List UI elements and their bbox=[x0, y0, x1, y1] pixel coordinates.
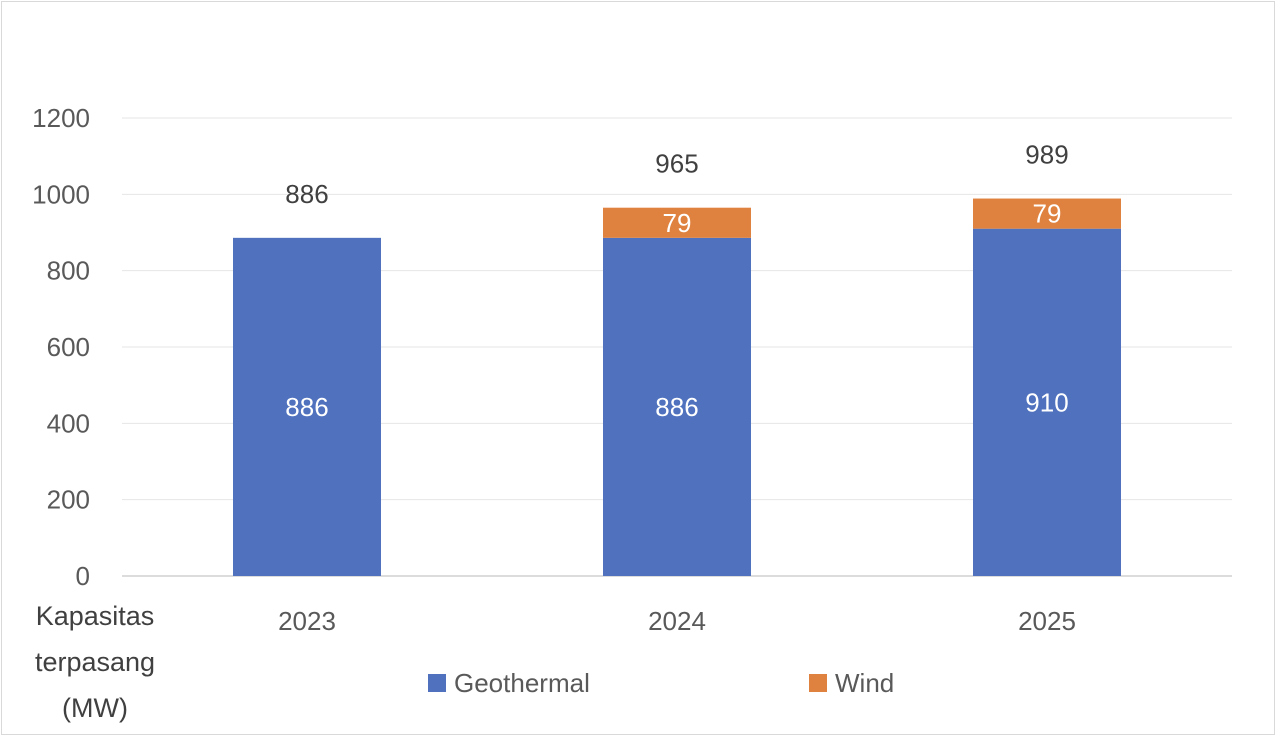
y-tick-label: 600 bbox=[47, 332, 90, 362]
y-axis-title-line: Kapasitas bbox=[36, 601, 155, 631]
bar-wind-2025 bbox=[973, 198, 1121, 229]
legend-label-geothermal: Geothermal bbox=[454, 668, 590, 698]
bar-wind-2024 bbox=[603, 207, 751, 238]
y-tick-label: 1200 bbox=[32, 103, 90, 133]
y-axis-title-line: terpasang bbox=[35, 647, 155, 677]
y-tick-label: 400 bbox=[47, 408, 90, 438]
y-tick-label: 0 bbox=[76, 561, 90, 591]
total-label: 965 bbox=[655, 149, 698, 179]
legend-label-wind: Wind bbox=[835, 668, 894, 698]
data-label-wind: 79 bbox=[663, 208, 692, 238]
bar-geothermal-2023 bbox=[233, 237, 381, 577]
y-tick-label: 200 bbox=[47, 485, 90, 515]
bar-geothermal-2024 bbox=[603, 237, 751, 577]
data-label-geothermal: 886 bbox=[285, 392, 328, 422]
x-tick-label: 2024 bbox=[648, 606, 706, 636]
data-label-geothermal: 910 bbox=[1025, 387, 1068, 417]
y-tick-label: 800 bbox=[47, 256, 90, 286]
data-label-geothermal: 886 bbox=[655, 392, 698, 422]
total-label: 989 bbox=[1025, 140, 1068, 170]
data-label-wind: 79 bbox=[1033, 199, 1062, 229]
legend-swatch-wind bbox=[809, 674, 827, 692]
x-tick-label: 2025 bbox=[1018, 606, 1076, 636]
legend-swatch-geothermal bbox=[428, 674, 446, 692]
x-tick-label: 2023 bbox=[278, 606, 336, 636]
total-label: 886 bbox=[285, 179, 328, 209]
bar-geothermal-2025 bbox=[973, 228, 1121, 576]
y-axis-title-line: (MW) bbox=[62, 693, 128, 723]
y-tick-label: 1000 bbox=[32, 179, 90, 209]
